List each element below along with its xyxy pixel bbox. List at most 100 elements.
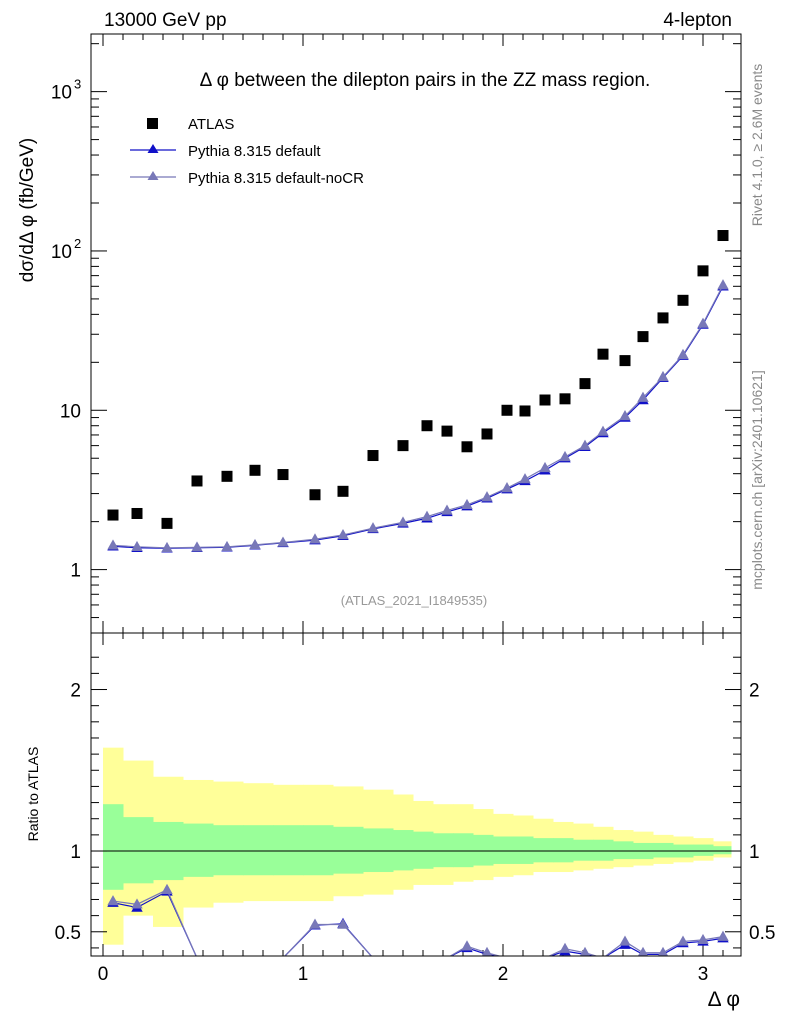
legend-atlas-label: ATLAS [188,116,234,133]
legend-nocr-label: Pythia 8.315 default-noCR [188,170,364,187]
nocr-point [191,541,203,552]
green-band-bin [393,830,414,871]
atlas-point [559,393,571,405]
green-band-bin [533,838,554,863]
nocr-point [637,391,649,402]
mcplots-watermark: mcplots.cern.ch [arXiv:2401.10621] [749,370,765,589]
nocr-point [221,540,233,552]
atlas-point [579,378,591,390]
ratio-nocr-point [559,942,571,953]
ratio-nocr-point [161,883,173,894]
legend-nocr-marker [147,171,159,180]
atlas-point [337,485,349,497]
ratio-plot: 0 1 2 3 0.5 0.5 1 1 2 2 [55,632,775,985]
green-band-bin [303,825,334,876]
atlas-point [597,348,609,360]
ratio-axes: 0 1 2 3 0.5 0.5 1 1 2 2 [55,633,775,985]
ratio-tick-label-right: 2 [749,681,760,702]
nocr-point [677,348,689,359]
atlas-point [481,428,493,440]
atlas-point [191,475,203,487]
ratio-nocr-point [481,946,493,956]
y-tick-exponent: 2 [74,236,81,251]
green-band-bin [713,846,732,855]
ratio-nocr-point [337,918,349,929]
green-band-bin [413,831,434,869]
x-tick-label: 0 [98,964,109,985]
x-axis-label: Δ φ [708,988,740,1011]
atlas-point [539,394,551,406]
nocr-point [249,538,261,550]
y-axis-label: dσ/dΔ φ (fb/GeV) [17,138,38,282]
atlas-point [249,464,261,476]
green-band-bin [593,839,614,861]
y-tick-label: 1 [70,561,81,582]
legend-default-marker [147,144,159,153]
green-band-bin [653,842,674,858]
ratio-tick-label-left: 1 [70,842,81,863]
green-band-bin [453,833,474,868]
atlas-point [107,509,119,521]
atlas-point [461,441,473,453]
ratio-tick-label-right: 1 [749,842,760,863]
nocr-point [697,317,709,328]
plot-title: Δ φ between the dilepton pairs in the ZZ… [200,70,651,91]
atlas-point [717,230,729,242]
energy-label: 13000 GeV pp [104,10,227,31]
analysis-label: (ATLAS_2021_I1849535) [341,593,487,608]
nocr-point [539,461,551,473]
main-series [107,230,729,553]
atlas-point [397,440,409,452]
nocr-point [657,370,669,382]
atlas-point [697,265,709,277]
ratio-nocr-point [697,933,709,945]
atlas-point [221,470,233,482]
ratio-nocr-point [677,935,689,946]
nocr-point [277,536,289,547]
green-band-bin [273,825,304,876]
atlas-point [637,331,649,343]
y-tick-label: 10 [51,242,72,263]
green-band-bin [573,839,594,861]
ratio-nocr-point [461,940,473,951]
ratio-nocr-point [107,895,119,906]
atlas-point [421,420,433,432]
green-band-bin [473,834,494,866]
nocr-point [461,498,473,510]
nocr-point [421,510,433,521]
nocr-point [619,410,631,421]
nocr-point [107,539,119,550]
nocr-point [161,541,173,553]
nocr-point [481,491,493,502]
green-band-bin [243,825,274,876]
nocr-point [579,439,591,450]
green-band-bin [433,833,454,868]
ratio-nocr-point [309,918,321,929]
green-band-bin [493,836,514,864]
atlas-point [277,469,289,481]
ratio-nocr-point [619,935,631,946]
ratio-series [107,883,729,956]
atlas-point [441,425,453,437]
nocr-point [309,533,321,544]
green-band-bin [103,804,124,890]
atlas-point [677,294,689,306]
legend: ATLAS Pythia 8.315 default Pythia 8.315 … [130,116,364,187]
ratio-uncertainty-bands [91,747,741,945]
ratio-series-group [107,883,729,956]
nocr-line [112,284,724,549]
ratio-tick-label-left: 2 [70,681,81,702]
atlas-point [161,517,173,529]
ratio-nocr-point [657,946,669,956]
green-band-bin [513,836,534,864]
green-band-bin [333,826,364,874]
rivet-watermark: Rivet 4.1.0, ≥ 2.6M events [749,64,765,227]
green-band-bin [123,817,154,884]
green-band-bin [553,838,574,863]
ratio-y-axis-label: Ratio to ATLAS [25,747,41,842]
ratio-tick-label-left: 0.5 [55,923,81,944]
nocr-point [519,473,531,484]
